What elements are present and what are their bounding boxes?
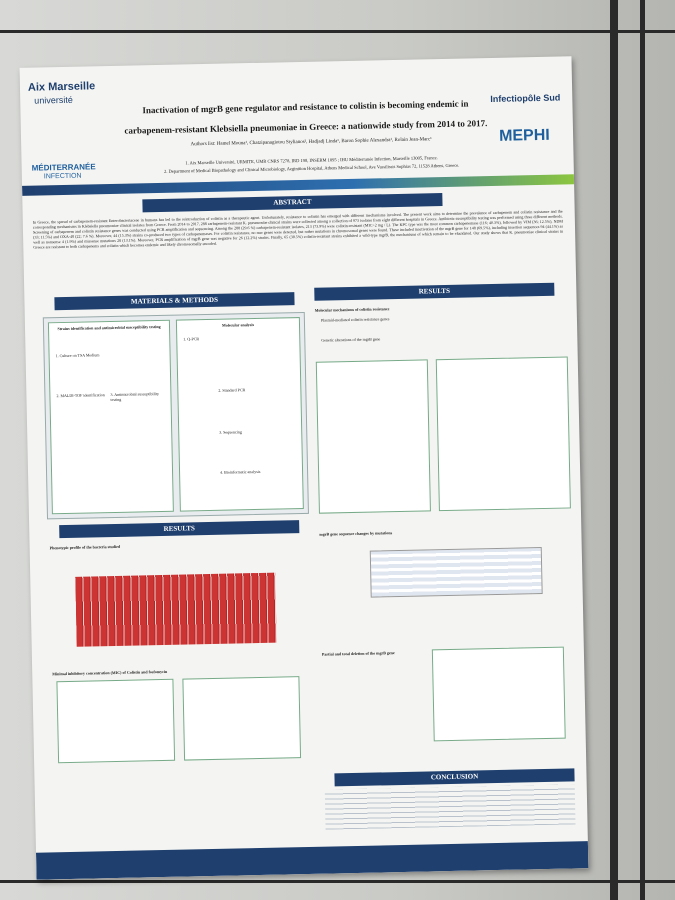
subheading: mgrB gene sequence changes by mutations: [319, 530, 393, 537]
wall-grid: [0, 30, 675, 33]
section-heading: CONCLUSION: [334, 768, 575, 787]
step: 4. Bioinformatic analysis: [220, 468, 261, 475]
logo: INFECTION: [43, 172, 82, 181]
title: carbapenem-resistant Klebsiella pneumoni…: [124, 118, 488, 136]
pole: [640, 0, 645, 900]
title: Inactivation of mgrB gene regulator and …: [142, 98, 469, 116]
figure: [431, 646, 566, 742]
subheading: Minimal inhibitory concentration (MIC) o…: [52, 668, 168, 677]
footer-band: [35, 841, 589, 880]
step: 2. MALDI-TOF identification: [56, 392, 105, 399]
logo: Aix Marseille: [27, 80, 96, 94]
methods-panel: Strains identification and antimicrobial…: [42, 311, 309, 520]
step: 3. Sequencing: [219, 429, 242, 435]
section-heading: ABSTRACT: [142, 193, 443, 213]
poster: Aix Marseille université MÉDITERRANÉE IN…: [19, 56, 589, 880]
subheading: Genetic alterations of the mgrB gene: [321, 336, 381, 343]
box-title: Strains identification and antimicrobial…: [57, 323, 161, 332]
abstract-text: In Greece, the spread of carbapenem-resi…: [32, 208, 564, 250]
logo: MEPHI: [498, 126, 550, 145]
gene-map: [435, 356, 571, 512]
box-title: Molecular analysis: [221, 322, 255, 328]
step: 1. Culture on TSA Medium: [55, 352, 100, 359]
step: 3. Antimicrobial susceptibility testing: [110, 391, 160, 403]
methods-box: Strains identification and antimicrobial…: [47, 319, 174, 515]
section-heading: MATERIALS & METHODS: [54, 292, 295, 311]
subheading: Molecular mechanisms of colistin resista…: [314, 306, 390, 313]
subheading: Plasmid-mediated colistin resistance gen…: [320, 316, 390, 323]
logo: Infectiopôle Sud: [490, 92, 561, 105]
section-heading: RESULTS: [314, 282, 555, 301]
methods-box: Molecular analysis 1. Q-PCR 2. Standard …: [175, 317, 304, 512]
chart-image: [56, 678, 176, 764]
chart-image: [182, 676, 302, 761]
wall-grid: [0, 880, 675, 883]
header-band: [22, 174, 575, 196]
section-heading: RESULTS: [59, 520, 300, 539]
logo: université: [34, 94, 73, 106]
pole: [610, 0, 618, 900]
subheading: Phenotypic profile of the bacteria studi…: [49, 543, 121, 551]
conclusion-text: [324, 784, 576, 830]
authors: Authors list: Hamel Mouna¹, Chatzipanagi…: [190, 137, 432, 148]
alignment: [369, 547, 543, 598]
heatmap: [75, 572, 277, 647]
subheading: Partial and total deletion of the mgrB g…: [321, 650, 395, 657]
logo: MÉDITERRANÉE: [31, 162, 96, 173]
table-image: [315, 359, 431, 514]
step: 2. Standard PCR: [218, 387, 246, 393]
step: 1. Q-PCR: [183, 336, 200, 342]
